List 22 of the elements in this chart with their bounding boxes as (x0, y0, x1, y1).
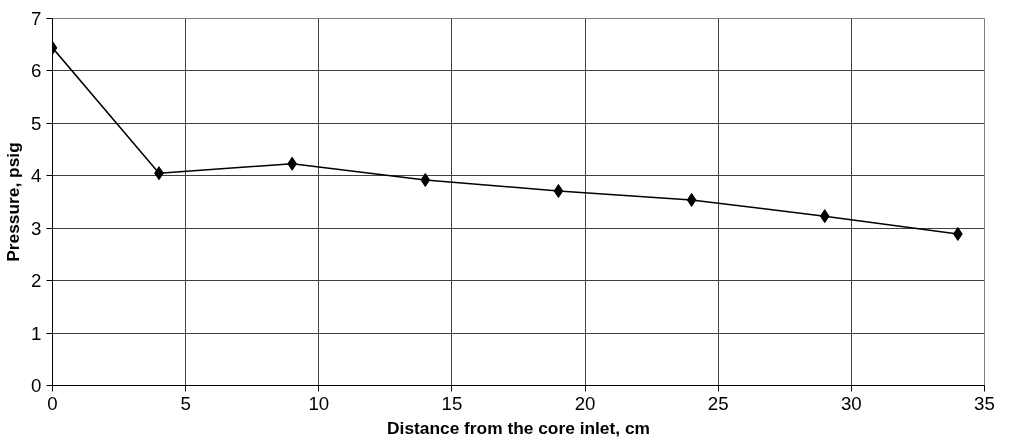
y-tick-label: 7 (31, 8, 42, 29)
y-tick-label: 0 (31, 375, 42, 396)
x-tick-label: 30 (840, 392, 862, 414)
x-tick-label: 0 (47, 392, 58, 414)
x-tick-label: 5 (180, 392, 191, 414)
point (553, 183, 564, 198)
x-tick-label: 10 (308, 392, 330, 414)
point (686, 192, 697, 207)
y-tick-label: 2 (31, 270, 42, 292)
y-tick-label: 1 (31, 322, 42, 344)
x-tick-label: 25 (707, 392, 729, 414)
point (420, 172, 431, 187)
x-tick-label: 20 (574, 392, 596, 414)
y-tick-label: 6 (31, 60, 42, 82)
x-axis-title: Distance from the core inlet, cm (387, 417, 650, 438)
y-tick-label: 3 (31, 217, 42, 239)
y-tick-label: 5 (31, 112, 42, 134)
x-tick-label: 15 (441, 392, 463, 414)
y-axis-title: Pressure, psig (3, 142, 24, 262)
x-tick-label: 35 (974, 392, 995, 414)
y-tick-label: 4 (31, 165, 42, 187)
point (819, 209, 830, 224)
